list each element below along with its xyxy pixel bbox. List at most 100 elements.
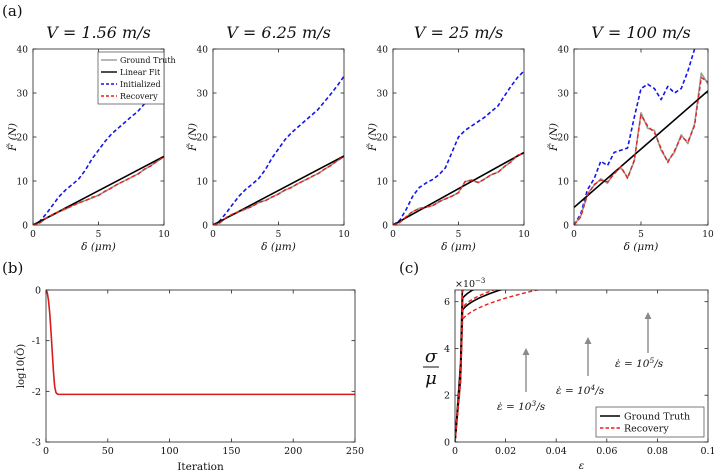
panel-title: V = 1.56 m/s	[46, 23, 151, 42]
y-tick-label: 6	[444, 297, 450, 308]
series-line-ground-truth	[455, 290, 503, 442]
force-panel-2: 0 5 10 0 10 20 30 40 V = 6.25 m/s δ (μm) F̃ (N)	[186, 23, 350, 253]
rate-arrow-head	[522, 348, 530, 355]
series-line-initialized	[574, 49, 696, 225]
rate-annotation: ε̇ = 103/s	[497, 399, 546, 413]
y-tick-label: 30	[558, 90, 570, 100]
rate-annotation-unit: /s	[535, 401, 546, 413]
y-tick-label: 10	[558, 178, 570, 188]
y-tick-label: 0	[22, 222, 28, 232]
y-tick-label: 40	[558, 46, 570, 56]
legend-label: Recovery	[624, 424, 669, 435]
series-line-linear-fit	[213, 155, 344, 225]
rate-arrow-head	[644, 312, 652, 319]
series-line-recovery	[33, 156, 164, 225]
y-multiplier-base: ×10	[455, 279, 475, 290]
y-tick-label: 20	[377, 134, 389, 144]
y-tick-label: 2	[444, 391, 450, 402]
legend-label: Ground Truth	[624, 412, 690, 423]
rate-annotation-exp: 3	[531, 399, 536, 408]
rate-annotation-unit: /s	[653, 358, 664, 370]
x-tick-label: 0	[30, 230, 36, 240]
axes-frame	[212, 48, 345, 226]
x-tick-label: 0.06	[596, 446, 617, 457]
y-tick-label: 30	[17, 90, 29, 100]
series-line-linear-fit	[574, 90, 708, 209]
y-axis-label: F̃ (N)	[547, 123, 560, 152]
series-line-recovery	[574, 76, 708, 225]
x-tick-label: 0	[390, 230, 396, 240]
x-tick-label: 200	[284, 446, 302, 457]
y-tick-label: 30	[377, 90, 389, 100]
x-tick-label: 0.02	[495, 446, 516, 457]
y-tick-label: 0	[202, 222, 208, 232]
objective-panel: 0 50 100 150 200 250 0 -1 -2 -3 Iteration log10(Ō)	[15, 286, 364, 474]
x-tick-label: 0.04	[546, 446, 567, 457]
x-tick-label: 0	[210, 230, 216, 240]
rate-annotation-text: ε̇ = 10	[556, 384, 591, 397]
x-tick-label: 10	[338, 230, 350, 240]
plot-area	[213, 49, 344, 225]
series-line-initialized	[393, 70, 524, 225]
axes-frame	[32, 48, 165, 226]
panel-label-a: (a)	[2, 2, 23, 20]
x-tick-label: 0.08	[647, 446, 668, 457]
x-tick-label: 10	[702, 230, 714, 240]
y-tick-label: 40	[17, 46, 29, 56]
plot-area	[46, 290, 355, 442]
force-panel-3: 0 5 10 0 10 20 30 40 V = 25 m/s δ (μm) F̃ (N)	[366, 23, 530, 253]
legend-label: Recovery	[120, 92, 158, 101]
x-tick-label: 0	[571, 230, 577, 240]
x-axis-label: δ (μm)	[441, 241, 476, 253]
rate-annotation: ε̇ = 105/s	[615, 356, 664, 370]
x-tick-label: 50	[102, 446, 114, 457]
legend-label: Ground Truth	[120, 56, 176, 65]
y-tick-label: 10	[377, 178, 389, 188]
series-line-initialized	[213, 75, 344, 225]
y-tick-label: 10	[197, 178, 209, 188]
x-tick-label: 5	[96, 230, 102, 240]
panel-label-b: (b)	[2, 259, 23, 277]
force-panel-4: 0 5 10 0 10 20 30 40 V = 100 m/s δ (μm) F̃ (N)	[547, 23, 714, 253]
axes-frame	[573, 48, 709, 226]
x-tick-label: 10	[158, 230, 170, 240]
x-axis-label: Iteration	[177, 461, 224, 473]
x-tick-label: 5	[456, 230, 462, 240]
y-axis-label: F̃ (N)	[186, 123, 199, 152]
y-multiplier: ×10−3	[455, 277, 485, 290]
rate-annotation-text: ε̇ = 10	[615, 357, 650, 370]
panel-title: V = 25 m/s	[414, 23, 503, 42]
x-tick-label: 100	[161, 446, 179, 457]
x-tick-label: 250	[346, 446, 364, 457]
y-tick-label: -3	[32, 438, 41, 449]
rate-annotation-exp: 5	[649, 356, 654, 365]
y-axis-label: F̃ (N)	[366, 123, 379, 152]
panel-title: V = 100 m/s	[591, 23, 691, 42]
rate-annotation-exp: 4	[589, 383, 595, 392]
series-line-initialized	[33, 77, 164, 225]
axes-frame	[45, 289, 356, 443]
x-axis-label: δ (μm)	[624, 241, 659, 253]
x-tick-label: 0	[452, 446, 458, 457]
x-tick-label: 0	[43, 446, 49, 457]
y-tick-label: 30	[197, 90, 209, 100]
y-tick-label: 10	[17, 178, 29, 188]
series-line-recovery	[393, 153, 524, 225]
y-tick-label: 40	[197, 46, 209, 56]
axes-frame	[392, 48, 525, 226]
x-axis-label: δ (μm)	[81, 241, 116, 253]
legend-box	[595, 406, 705, 438]
plot-area	[574, 49, 708, 225]
y-axis-label-num: σ	[425, 346, 438, 367]
rate-arrow-head	[584, 337, 592, 344]
force-panel-1: 0 5 10 0 10 20 30 40 V = 1.56 m/s δ (μm) F̃ (N) Gro…	[6, 23, 176, 253]
legend: Ground Truth Linear Fit Initialized Recover…	[97, 51, 176, 105]
series-line-recovery	[213, 156, 344, 225]
x-tick-label: 5	[638, 230, 644, 240]
x-tick-label: 0.1	[700, 446, 714, 457]
series-line-linear-fit	[33, 155, 164, 225]
x-axis-label: δ (μm)	[261, 241, 296, 253]
